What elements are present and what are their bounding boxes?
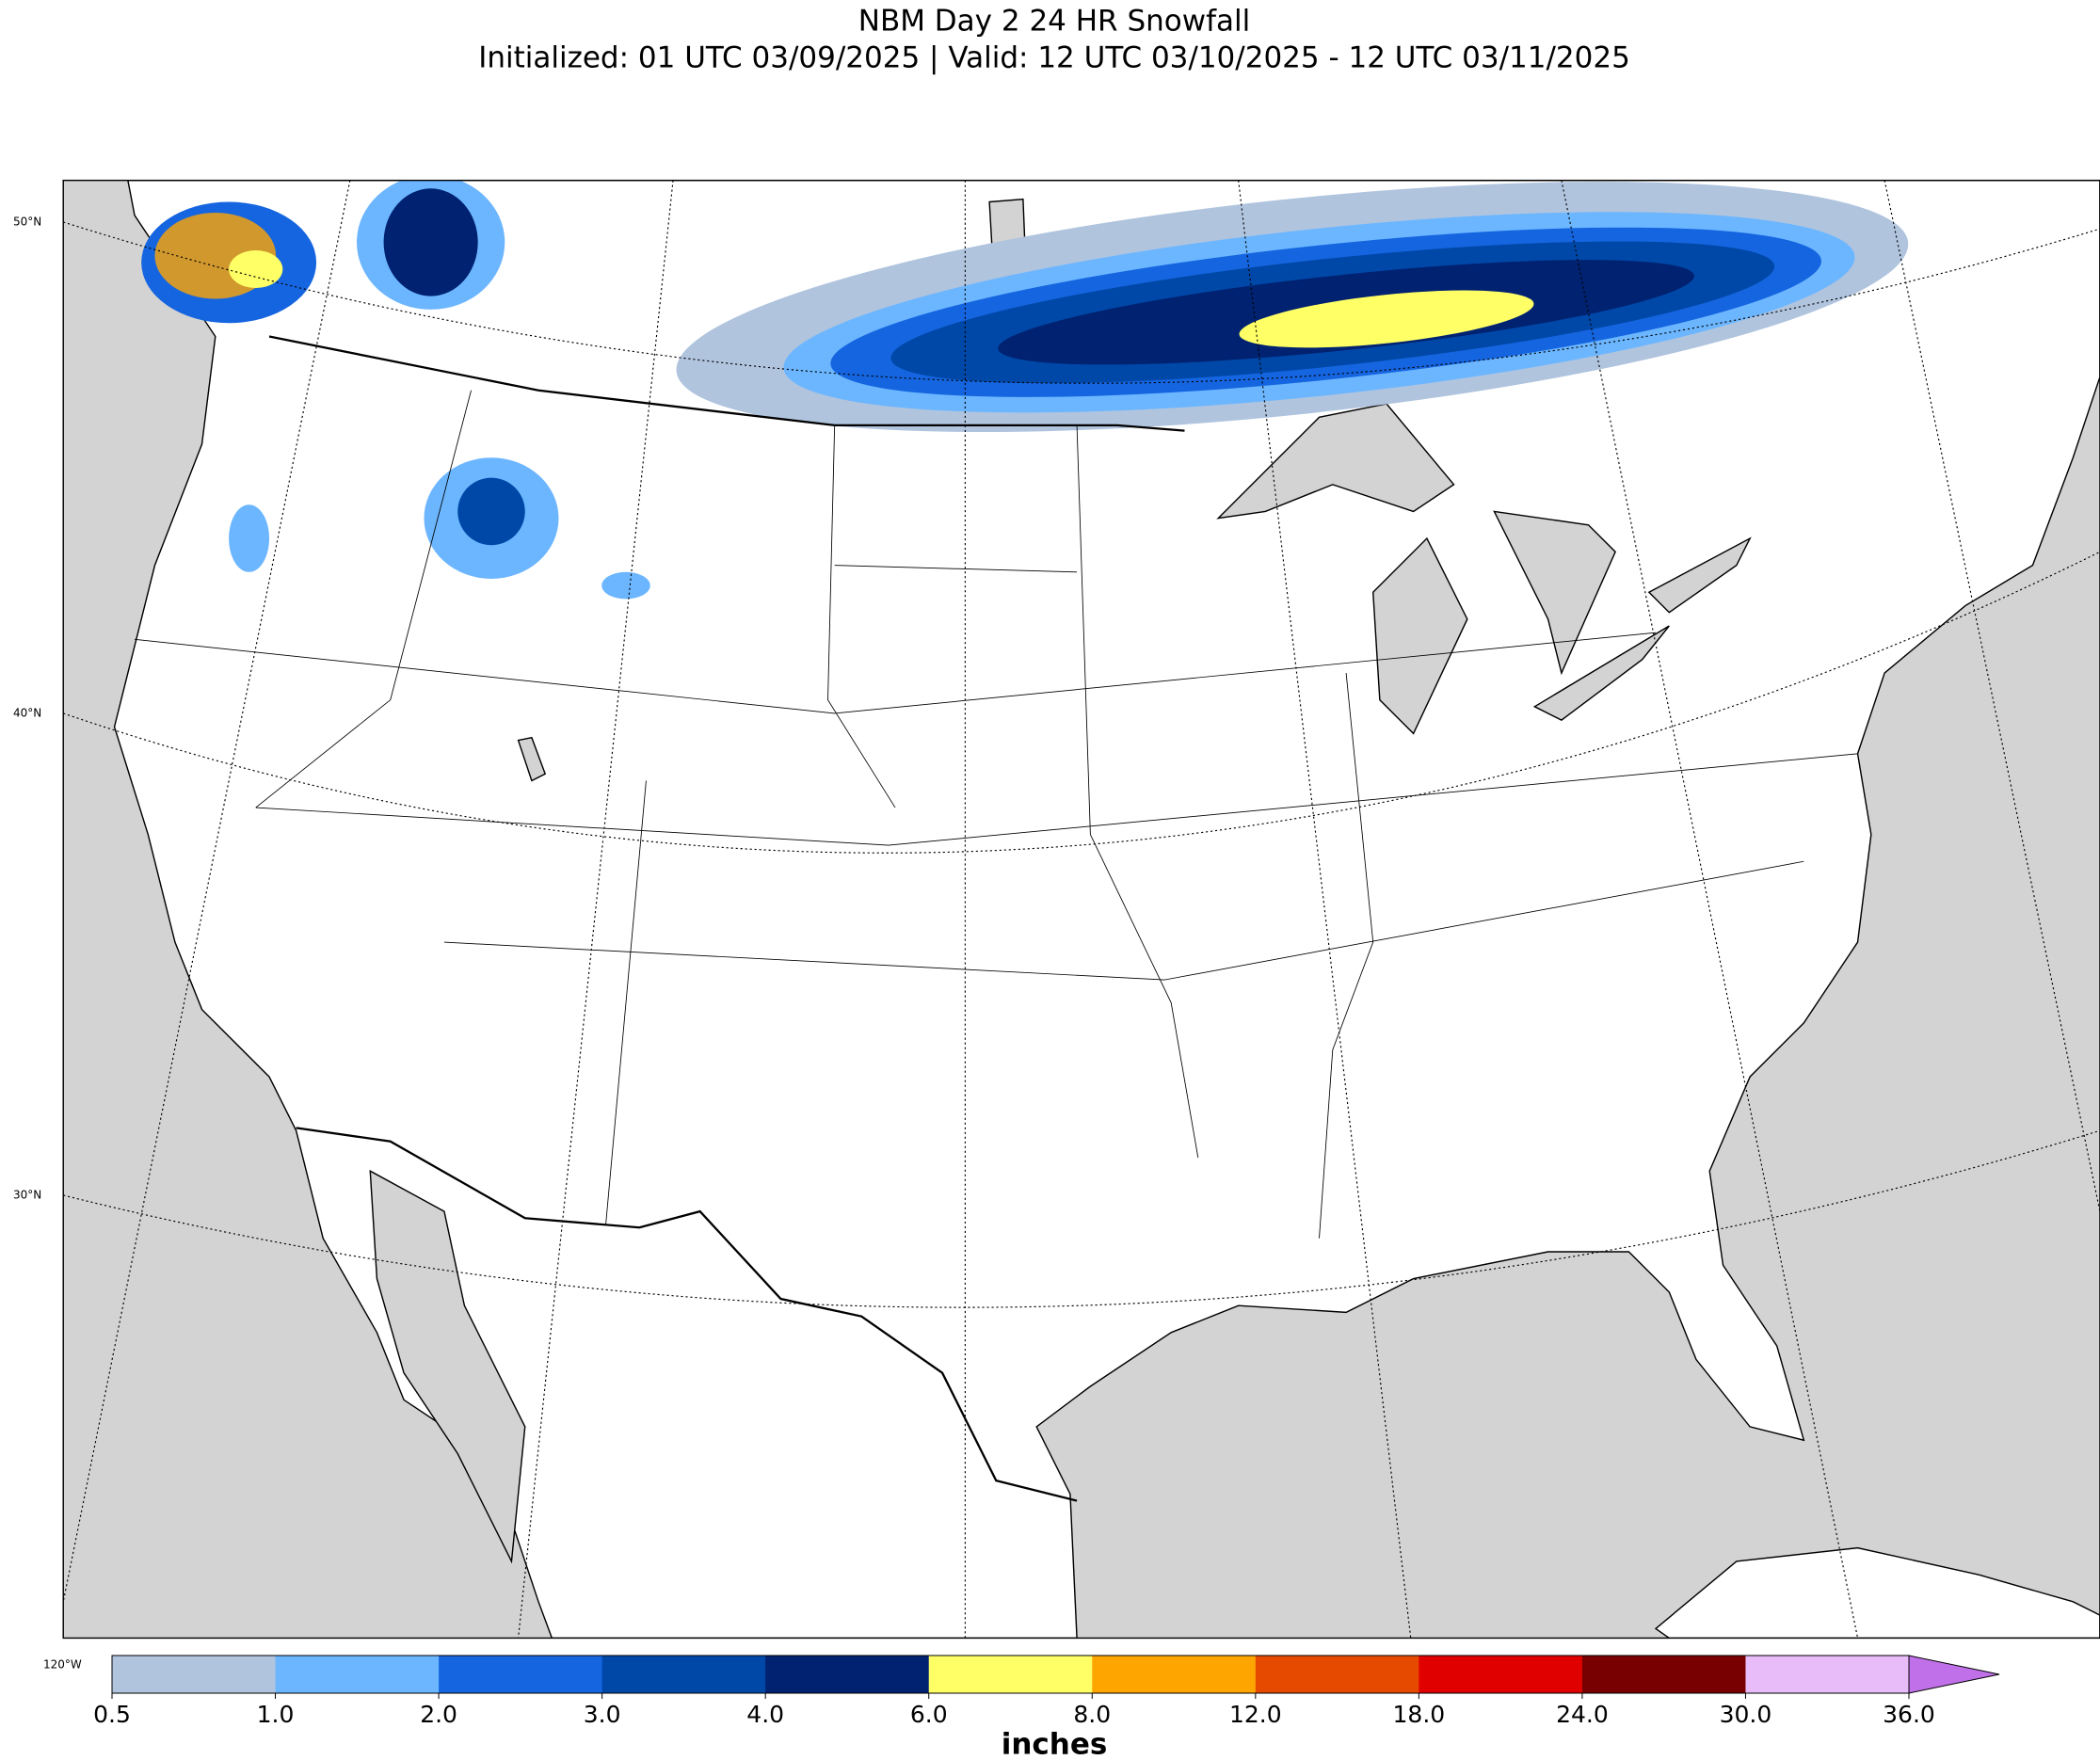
colorbar-bin	[928, 1656, 1093, 1693]
colorbar-tick-label: 30.0	[1720, 1701, 1772, 1728]
map	[62, 179, 2100, 1640]
colorbar-outline	[111, 1655, 1910, 1694]
colorbar-tick-label: 18.0	[1393, 1701, 1446, 1728]
lake-huron	[1493, 510, 1616, 676]
colorbar-bin	[1745, 1656, 1910, 1693]
title: NBM Day 2 24 HR Snowfall	[858, 5, 1251, 39]
lat-label: 40°N	[13, 707, 41, 720]
lake-michigan	[1371, 536, 1468, 735]
colorbar-label: inches	[1002, 1728, 1108, 1760]
colorbar-tick-label: 1.0	[257, 1701, 295, 1728]
cuba	[1654, 1546, 2100, 1639]
colorbar-bin	[112, 1656, 277, 1693]
colorbar-bin	[275, 1656, 440, 1693]
lat-label: 50°N	[13, 216, 41, 229]
colorbar-bin	[1092, 1656, 1257, 1693]
lake-superior	[1216, 403, 1455, 520]
lat-label: 30°N	[13, 1189, 41, 1202]
gulf-of-california	[369, 1169, 526, 1564]
state-lines	[134, 390, 1858, 1239]
colorbar-bin	[601, 1656, 766, 1693]
colorbar-tick-label: 12.0	[1229, 1701, 1282, 1728]
colorbar-tick-label: 24.0	[1556, 1701, 1609, 1728]
colorbar-extend	[1908, 1655, 2000, 1694]
lake-ontario	[1647, 536, 1752, 614]
colorbar-bin	[1581, 1656, 1746, 1693]
colorbar-tick-label: 3.0	[584, 1701, 621, 1728]
colorbar-tick-label: 0.5	[93, 1701, 131, 1728]
colorbar-tick-label: 8.0	[1073, 1701, 1111, 1728]
subtitle: Initialized: 01 UTC 03/09/2025 | Valid: …	[478, 41, 1630, 75]
colorbar-tick-label: 4.0	[746, 1701, 784, 1728]
colorbar-tick-label: 36.0	[1883, 1701, 1935, 1728]
colorbar-bin	[1255, 1656, 1419, 1693]
lake-erie	[1532, 625, 1670, 721]
colorbar-bin	[439, 1656, 603, 1693]
snowfall	[141, 180, 1909, 600]
colorbar-bin	[1419, 1656, 1583, 1693]
mexico-border	[296, 1127, 1078, 1502]
colorbar-bin	[765, 1656, 930, 1693]
great-salt-lake	[517, 736, 547, 782]
colorbar-tick-label: 6.0	[910, 1701, 948, 1728]
colorbar-tick-label: 2.0	[420, 1701, 457, 1728]
lon-label: 120°W	[43, 1658, 82, 1672]
